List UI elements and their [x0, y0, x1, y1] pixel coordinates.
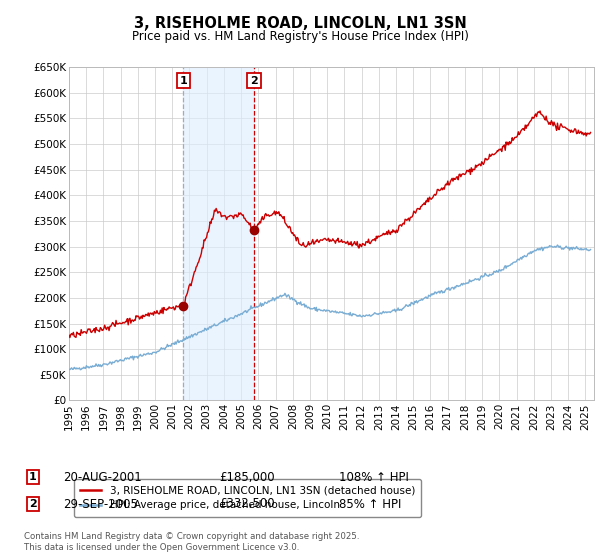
Text: £332,500: £332,500: [219, 497, 275, 511]
Text: 85% ↑ HPI: 85% ↑ HPI: [339, 497, 401, 511]
Text: 20-AUG-2001: 20-AUG-2001: [63, 470, 142, 484]
Text: 1: 1: [179, 76, 187, 86]
Text: 108% ↑ HPI: 108% ↑ HPI: [339, 470, 409, 484]
Text: 29-SEP-2005: 29-SEP-2005: [63, 497, 138, 511]
Text: 3, RISEHOLME ROAD, LINCOLN, LN1 3SN: 3, RISEHOLME ROAD, LINCOLN, LN1 3SN: [134, 16, 466, 31]
Text: Price paid vs. HM Land Registry's House Price Index (HPI): Price paid vs. HM Land Registry's House …: [131, 30, 469, 43]
Text: 1: 1: [29, 472, 37, 482]
Legend: 3, RISEHOLME ROAD, LINCOLN, LN1 3SN (detached house), HPI: Average price, detach: 3, RISEHOLME ROAD, LINCOLN, LN1 3SN (det…: [74, 479, 421, 517]
Text: £185,000: £185,000: [219, 470, 275, 484]
Text: 2: 2: [29, 499, 37, 509]
Text: 2: 2: [250, 76, 258, 86]
Bar: [183, 67, 254, 400]
Text: Contains HM Land Registry data © Crown copyright and database right 2025.
This d: Contains HM Land Registry data © Crown c…: [24, 532, 359, 552]
